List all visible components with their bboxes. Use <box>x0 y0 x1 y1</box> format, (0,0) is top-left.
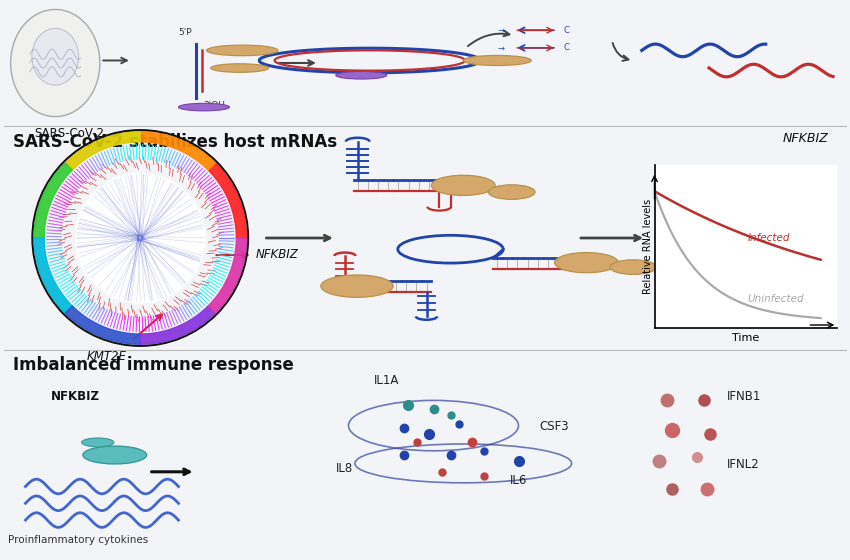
Text: C: C <box>564 43 570 53</box>
Ellipse shape <box>32 29 78 85</box>
Text: Infected: Infected <box>747 232 790 242</box>
Ellipse shape <box>82 438 114 447</box>
Text: C: C <box>564 26 570 35</box>
Polygon shape <box>75 172 206 304</box>
Text: SARS-CoV-2 stabilizes host mRNAs: SARS-CoV-2 stabilizes host mRNAs <box>13 133 337 151</box>
Circle shape <box>336 72 387 79</box>
Text: 5'P: 5'P <box>178 28 192 38</box>
Circle shape <box>211 64 269 72</box>
Text: NFKBIZ: NFKBIZ <box>783 132 829 144</box>
Ellipse shape <box>488 185 536 199</box>
Polygon shape <box>65 132 140 170</box>
Text: IL1A: IL1A <box>374 374 400 386</box>
Text: Uninfected: Uninfected <box>747 293 804 304</box>
Circle shape <box>463 55 531 66</box>
Text: SARS-CoV-2: SARS-CoV-2 <box>34 127 104 140</box>
Text: NFKBIZ: NFKBIZ <box>51 390 100 403</box>
Y-axis label: Relative RNA levels: Relative RNA levels <box>643 199 653 294</box>
Polygon shape <box>140 306 215 344</box>
Text: →: → <box>497 43 504 53</box>
Ellipse shape <box>554 253 618 273</box>
Text: C: C <box>235 65 241 71</box>
Text: Imbalanced immune response: Imbalanced immune response <box>13 356 293 374</box>
Text: IFNL2: IFNL2 <box>727 458 760 470</box>
Text: C: C <box>494 58 499 63</box>
Polygon shape <box>34 163 72 238</box>
Ellipse shape <box>83 446 146 464</box>
Text: IL8: IL8 <box>336 462 353 475</box>
Text: B: B <box>359 72 364 78</box>
Text: B: B <box>201 104 206 110</box>
Text: NFKBIZ: NFKBIZ <box>256 249 298 262</box>
Polygon shape <box>208 238 246 313</box>
Circle shape <box>178 104 230 111</box>
Polygon shape <box>65 306 140 344</box>
Text: KMT2E: KMT2E <box>87 350 126 363</box>
Text: CSF3: CSF3 <box>540 420 570 433</box>
Polygon shape <box>34 238 72 313</box>
Text: 3'OH: 3'OH <box>203 101 225 110</box>
Ellipse shape <box>431 175 495 195</box>
Text: B: B <box>238 46 243 55</box>
X-axis label: Time: Time <box>732 333 760 343</box>
Text: →: → <box>497 26 504 35</box>
Circle shape <box>207 45 278 55</box>
Polygon shape <box>140 132 215 170</box>
Ellipse shape <box>321 275 393 297</box>
Polygon shape <box>208 163 246 238</box>
Ellipse shape <box>10 10 100 116</box>
Text: Proinflammatory cytokines: Proinflammatory cytokines <box>8 535 149 545</box>
Ellipse shape <box>609 260 656 274</box>
Text: IL6: IL6 <box>510 474 527 487</box>
Text: IFNB1: IFNB1 <box>727 390 761 403</box>
